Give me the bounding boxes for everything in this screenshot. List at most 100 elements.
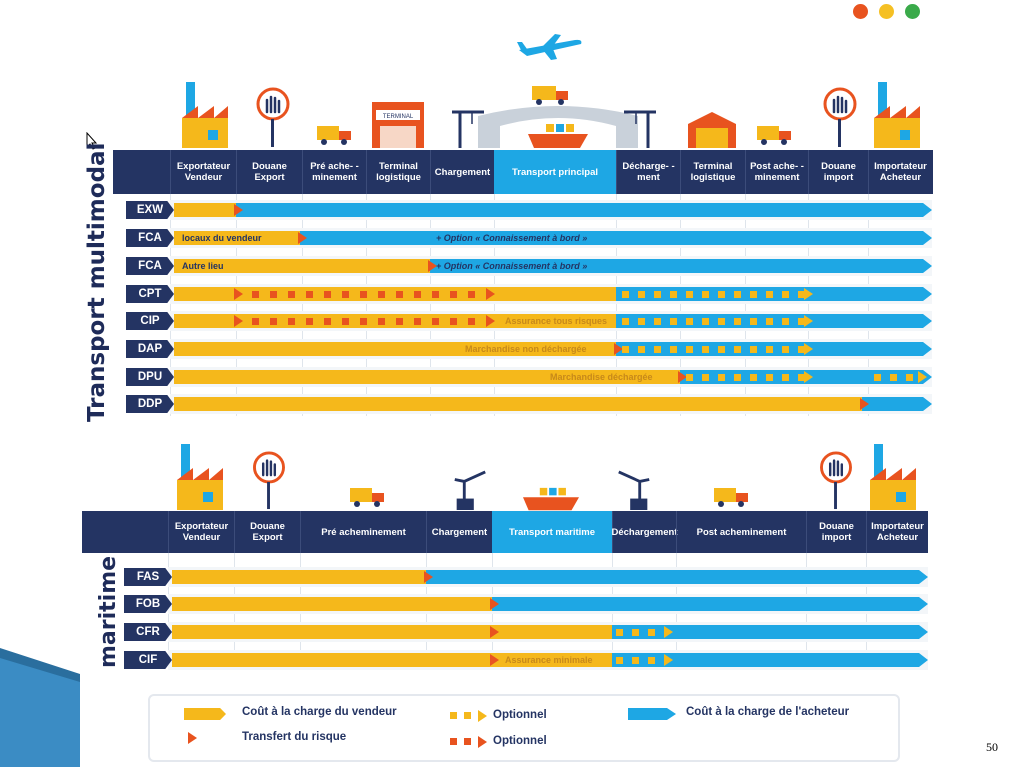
- optional-yellow-square: [734, 373, 741, 381]
- seller-cost-bar: [174, 287, 616, 301]
- multimodal-column-header: Post ache- -minement: [745, 150, 808, 194]
- mouse-cursor-icon: [86, 132, 98, 150]
- incoterm-tag: CIP: [126, 312, 174, 330]
- optional-yellow-square: [686, 373, 693, 381]
- legend-opt-red-text: Optionnel: [493, 735, 547, 747]
- warehouse-icon: [688, 112, 736, 148]
- legend-buyer-swatch: [628, 708, 676, 720]
- maritime-column-header: Douane Export: [234, 511, 300, 553]
- optional-yellow-square: [718, 373, 725, 381]
- green-dot: [905, 4, 920, 19]
- factory-icon: [177, 444, 223, 510]
- legend-risk-chevron: [188, 732, 197, 744]
- optional-red-square: [342, 290, 349, 298]
- row-label: locaux du vendeur: [182, 233, 262, 243]
- seller-cost-bar: [174, 231, 300, 245]
- ship-icon: [528, 124, 588, 148]
- optional-red-square: [360, 290, 367, 298]
- multimodal-column-header: Exportateur Vendeur: [170, 150, 236, 194]
- seller-cost-bar: [174, 203, 236, 217]
- optional-yellow-square: [654, 345, 661, 353]
- truck-icon: [317, 126, 351, 145]
- corner-decoration: [0, 648, 80, 767]
- optional-red-chevron: [486, 288, 495, 300]
- optional-yellow-square: [766, 317, 773, 325]
- seller-cost-bar: [174, 397, 862, 411]
- grid-line: [430, 194, 431, 416]
- optional-yellow-square: [670, 317, 677, 325]
- grid-line: [868, 194, 869, 416]
- buyer-cost-bar: [236, 203, 932, 217]
- optional-yellow-square: [750, 290, 757, 298]
- optional-yellow-square: [616, 656, 623, 664]
- optional-yellow-square: [638, 317, 645, 325]
- incoterm-tag: CIF: [124, 651, 172, 669]
- grid-line: [808, 194, 809, 416]
- optional-red-square: [450, 317, 457, 325]
- optional-yellow-square: [750, 317, 757, 325]
- optional-yellow-square: [632, 656, 639, 664]
- legend-opt-yellow-sq: [464, 712, 471, 719]
- maritime-title: maritime: [96, 555, 121, 668]
- crane-icon: [618, 470, 650, 510]
- optional-red-square: [324, 290, 331, 298]
- legend-risk-text: Transfert du risque: [242, 731, 347, 743]
- optional-yellow-square: [734, 317, 741, 325]
- optional-yellow-chevron: [918, 371, 927, 383]
- maritime-column-header: Douane import: [806, 511, 866, 553]
- factory-icon: [870, 444, 916, 510]
- buyer-cost-bar: [616, 287, 932, 301]
- row-note: + Option « Connaissement à bord »: [436, 261, 588, 271]
- buyer-cost-bar: [616, 342, 932, 356]
- grid-line: [366, 194, 367, 416]
- maritime-column-header: Post acheminement: [676, 511, 806, 553]
- crane-icon: [452, 110, 484, 148]
- optional-yellow-chevron: [804, 315, 813, 327]
- optional-red-square: [342, 317, 349, 325]
- optional-red-square: [270, 317, 277, 325]
- grid-line: [302, 194, 303, 416]
- window-controls: [853, 4, 920, 19]
- maritime-column-header: Déchargement: [612, 511, 678, 553]
- legend-opt-yellow-sq: [450, 712, 457, 719]
- red-dot: [853, 4, 868, 19]
- optional-yellow-square: [654, 317, 661, 325]
- optional-yellow-chevron: [804, 371, 813, 383]
- optional-yellow-square: [718, 317, 725, 325]
- legend-opt-red-sq: [450, 738, 457, 745]
- optional-yellow-chevron: [804, 343, 813, 355]
- optional-yellow-square: [890, 373, 897, 381]
- yellow-dot: [879, 4, 894, 19]
- incoterm-tag: CFR: [124, 623, 172, 641]
- optional-yellow-square: [686, 345, 693, 353]
- optional-yellow-square: [718, 290, 725, 298]
- truck-icon: [532, 86, 568, 105]
- optional-red-square: [252, 317, 259, 325]
- optional-yellow-square: [702, 317, 709, 325]
- optional-red-square: [396, 317, 403, 325]
- optional-red-square: [468, 317, 475, 325]
- optional-red-square: [468, 290, 475, 298]
- legend: Coût à la charge du vendeur Transfert du…: [148, 694, 900, 762]
- row-note: Marchandise déchargée: [550, 372, 653, 382]
- seller-cost-bar: [172, 570, 426, 584]
- seller-cost-bar: [174, 370, 680, 384]
- optional-yellow-square: [670, 345, 677, 353]
- row-note: Assurance minimale: [505, 655, 593, 665]
- multimodal-column-header: Décharge- -ment: [616, 150, 680, 194]
- risk-transfer-chevron: [490, 654, 499, 666]
- optional-yellow-square: [798, 290, 805, 298]
- optional-yellow-square: [798, 373, 805, 381]
- optional-red-chevron: [486, 315, 495, 327]
- optional-yellow-square: [906, 373, 913, 381]
- optional-yellow-square: [616, 628, 623, 636]
- page-number: 50: [986, 740, 998, 754]
- multimodal-column-header: Transport principal: [494, 150, 616, 194]
- truck-icon: [350, 488, 384, 507]
- optional-yellow-square: [622, 317, 629, 325]
- buyer-cost-bar: [612, 625, 928, 639]
- optional-red-square: [432, 317, 439, 325]
- optional-yellow-square: [702, 345, 709, 353]
- risk-transfer-chevron: [234, 288, 243, 300]
- customs-hand-icon: [253, 451, 285, 510]
